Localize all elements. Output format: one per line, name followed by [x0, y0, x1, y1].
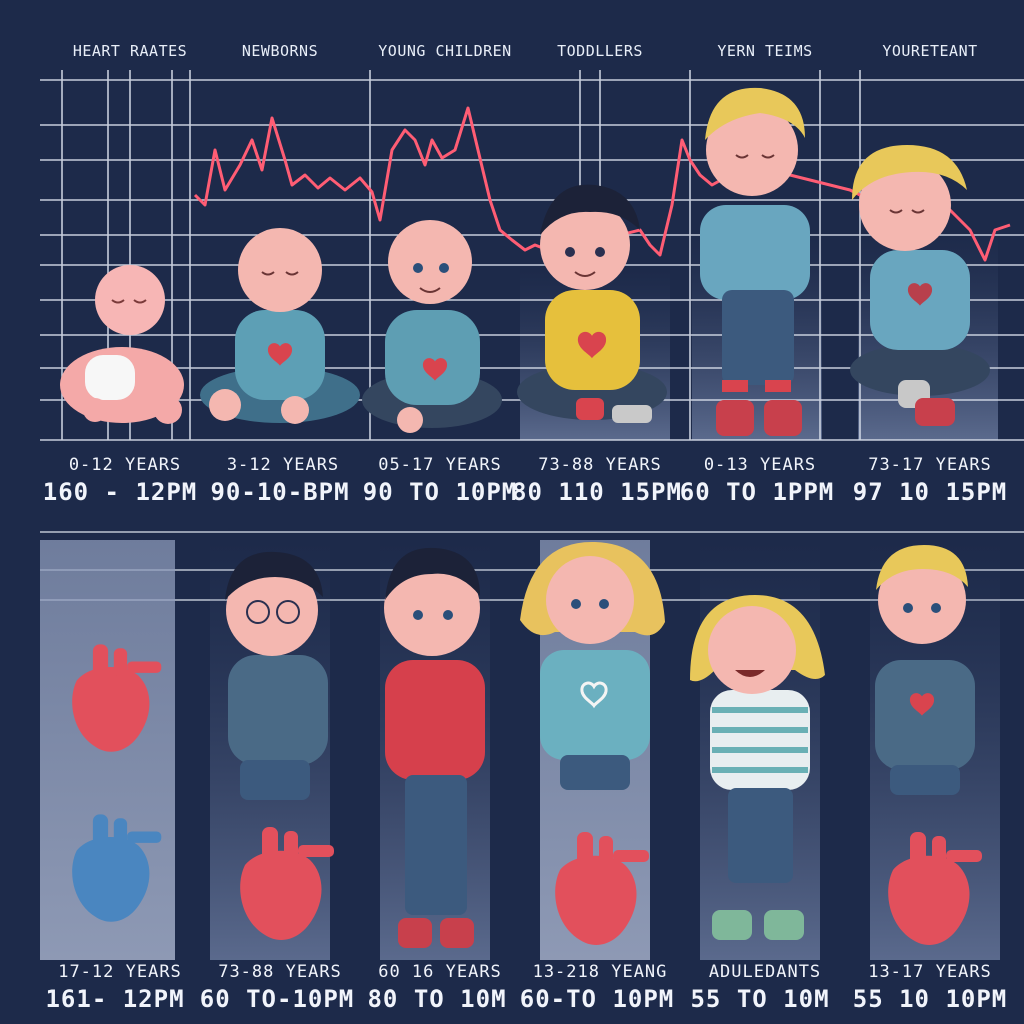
top-rate-5: 60 TO 1PPM — [679, 478, 835, 506]
top-age-1: 0-12 YEARS — [68, 455, 182, 475]
child-figure-7 — [225, 551, 328, 800]
header-toddlers: TODDLLERS — [557, 42, 643, 60]
child-figure-6 — [850, 145, 990, 426]
bottom-age-2: 73-88 YEARS — [218, 962, 342, 982]
bottom-rate-4: 60-TO 10PM — [519, 985, 675, 1013]
bottom-age-1: 17-12 YEARS — [58, 962, 182, 982]
top-rate-1: 160 - 12PM — [42, 478, 198, 506]
bottom-age-4: 13-218 YEANG — [532, 962, 668, 982]
header-adolescent: YOURETEANT — [882, 42, 978, 60]
bottom-rate-5: 55 TO 10M — [690, 985, 830, 1013]
child-figure-11 — [875, 545, 975, 795]
bottom-rate-6: 55 10 10PM — [852, 985, 1008, 1013]
child-figure-4 — [517, 184, 667, 423]
top-age-2: 3-12 YEARS — [226, 455, 340, 475]
child-figure-3 — [362, 220, 502, 433]
top-age-4: 73-88 YEARS — [538, 455, 662, 475]
header-young-children: YOUNG CHILDREN — [378, 42, 512, 60]
bottom-age-5: ADULEDANTS — [708, 962, 822, 982]
top-rate-4: 80 110 15PM — [512, 478, 682, 506]
top-age-3: 05-17 YEARS — [378, 455, 502, 475]
bottom-rate-3: 80 TO 10M — [367, 985, 507, 1013]
top-age-6: 73-17 YEARS — [868, 455, 992, 475]
child-figure-5 — [700, 87, 810, 436]
top-rate-3: 90 TO 10PM — [362, 478, 518, 506]
top-rate-2: 90-10-BPM — [210, 478, 350, 506]
top-rate-6: 97 10 15PM — [852, 478, 1008, 506]
child-figure-8 — [384, 547, 485, 948]
bottom-rate-1: 161- 12PM — [45, 985, 185, 1013]
child-figure-10 — [690, 595, 825, 940]
baby-figure-1 — [60, 265, 184, 424]
bottom-age-6: 13-17 YEARS — [868, 962, 992, 982]
bottom-rate-2: 60 TO-10PM — [199, 985, 355, 1013]
header-teens: YERN TEIMS — [717, 42, 813, 60]
top-age-5: 0-13 YEARS — [703, 455, 817, 475]
bottom-age-3: 60 16 YEARS — [378, 962, 502, 982]
child-figure-2 — [200, 228, 360, 424]
bottom-columns — [40, 540, 1000, 960]
header-newborns: NEWBORNS — [241, 42, 319, 60]
header-heart-rates: HEART RAATES — [72, 42, 188, 60]
child-figure-9 — [520, 541, 665, 790]
ecg-line — [193, 106, 1011, 262]
